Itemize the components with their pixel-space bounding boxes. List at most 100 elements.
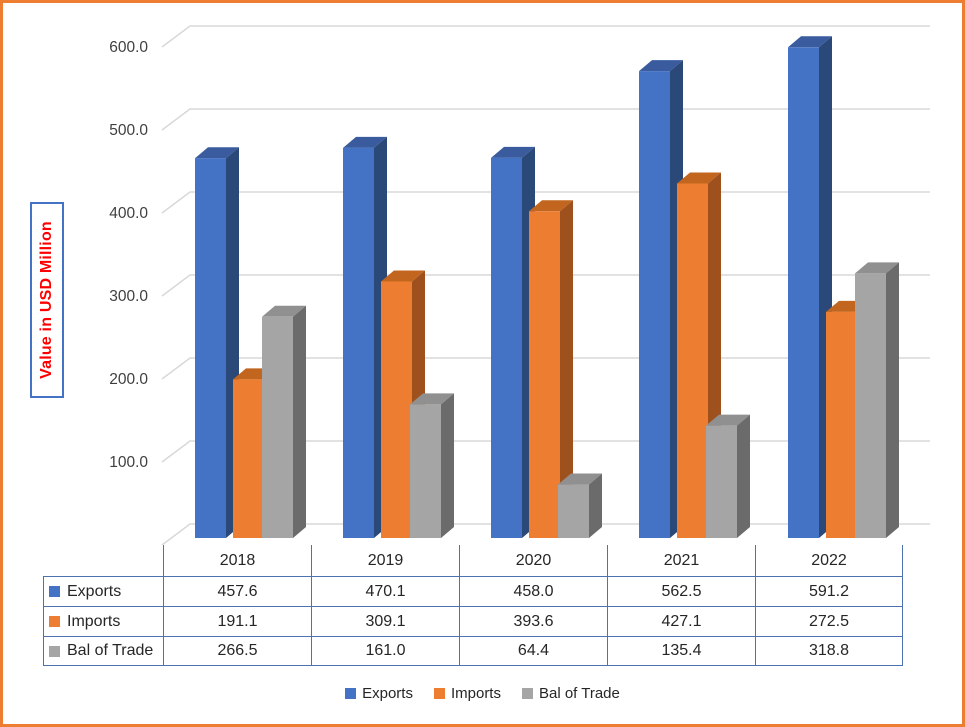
table-year-2022: 2022 [755,545,903,576]
y-axis-title-box: Value in USD Million [30,202,64,398]
bar-front-face [262,316,293,538]
table-year-2019: 2019 [311,545,459,576]
bar-front-face [343,147,374,538]
bar-front-face [677,183,708,538]
series-name-label: Imports [67,612,121,630]
y-tick-label-300.0: 300.0 [109,288,148,305]
bar-exports-2020 [491,146,535,539]
bar-bal-of-trade-2019 [410,393,454,538]
gridline-500 [161,108,930,131]
bar-side-face [441,393,454,538]
cell-bal-of-trade-2021: 135.4 [607,636,755,666]
cell-imports-2022: 272.5 [755,606,903,636]
bar-side-face [560,200,573,538]
bar-imports-2020 [529,200,573,538]
bar-bal-of-trade-2020 [558,473,602,538]
legend-item-imports: Imports [433,685,501,702]
table-row-label-imports: Imports [43,606,163,636]
cell-imports-2018: 191.1 [163,606,311,636]
bar-top-face [706,414,750,426]
bar-side-face [589,473,602,538]
y-tick-label-100.0: 100.0 [109,454,148,471]
bar-top-face [529,200,573,212]
cell-bal-of-trade-2022: 318.8 [755,636,903,666]
bar-top-face [639,60,683,72]
bar-top-face [343,136,387,148]
bar-front-face [233,379,264,538]
cell-imports-2021: 427.1 [607,606,755,636]
bar-front-face [529,211,560,538]
cell-exports-2022: 591.2 [755,576,903,606]
bar-top-face [381,270,425,282]
bar-exports-2021 [639,60,683,538]
cell-exports-2018: 457.6 [163,576,311,606]
imports-legend-key-icon [49,616,60,627]
plot-area: - 100.0 200.0 300.0 400.0 500.0 600.0 [109,25,930,545]
cell-exports-2021: 562.5 [607,576,755,606]
bar-exports-2019 [343,136,387,538]
series-name-label: Exports [67,582,122,600]
bar-exports-2022 [788,36,832,538]
bar-front-face [558,484,589,538]
legend-label: Exports [362,685,413,702]
exports-legend-swatch-icon [345,688,357,699]
bar-front-face [826,311,857,538]
y-tick-label-200.0: 200.0 [109,371,148,388]
series-name-label: Bal of Trade [67,642,154,659]
table-year-2018: 2018 [163,545,311,576]
chart-legend: Exports Imports Bal of Trade [0,685,965,702]
y-tick-label-600.0: 600.0 [109,39,148,56]
cell-bal-of-trade-2019: 161.0 [311,636,459,666]
bal-of-trade-legend-key-icon [49,645,60,657]
legend-label: Bal of Trade [538,685,620,702]
legend-label: Imports [450,685,501,702]
y-tick-label-500.0: 500.0 [109,122,148,139]
bar-top-face [558,473,602,485]
bar-bal-of-trade-2018 [262,305,306,538]
table-year-2021: 2021 [607,545,755,576]
bar-front-face [410,404,441,538]
bar-side-face [737,414,750,538]
bar-front-face [195,158,226,538]
cell-imports-2020: 393.6 [459,606,607,636]
bar-top-face [262,305,306,317]
table-row-label-exports: Exports [43,576,163,606]
cell-bal-of-trade-2020: 64.4 [459,636,607,666]
bar-top-face [677,172,721,184]
bar-front-face [706,425,737,538]
bar-top-face [491,146,535,158]
legend-item-bal-of-trade: Bal of Trade [521,685,620,702]
gridline-600 [161,25,930,48]
imports-legend-swatch-icon [433,688,445,699]
gridline-path-600 [161,25,930,48]
cell-bal-of-trade-2018: 266.5 [163,636,311,666]
bar-front-face [788,47,819,538]
bar-top-face [410,393,454,405]
bar-side-face [886,262,899,538]
bar-top-face [788,36,832,48]
table-corner-cell [43,545,163,576]
y-axis-title: Value in USD Million [38,221,56,379]
bar-bal-of-trade-2021 [706,414,750,538]
bar-front-face [381,281,412,538]
gridline-path-500 [161,108,930,131]
data-table: 2018 2019 2020 2021 2022 Exports 457.6 470.1 458… [43,545,903,666]
cell-exports-2020: 458.0 [459,576,607,606]
legend-item-exports: Exports [345,685,413,702]
bar-front-face [855,273,886,538]
y-tick-label-400.0: 400.0 [109,205,148,222]
table-year-2020: 2020 [459,545,607,576]
bar-exports-2018 [195,147,239,538]
bar-front-face [491,157,522,539]
bar-bal-of-trade-2022 [855,262,899,538]
cell-imports-2019: 309.1 [311,606,459,636]
exports-legend-key-icon [49,586,60,597]
bar-top-face [195,147,239,159]
bal-of-trade-legend-swatch-icon [521,688,533,699]
cell-exports-2019: 470.1 [311,576,459,606]
bar-front-face [639,71,670,538]
table-row-label-bal-of-trade: Bal of Trade [43,636,163,666]
bar-side-face [293,305,306,538]
bar-top-face [855,262,899,274]
